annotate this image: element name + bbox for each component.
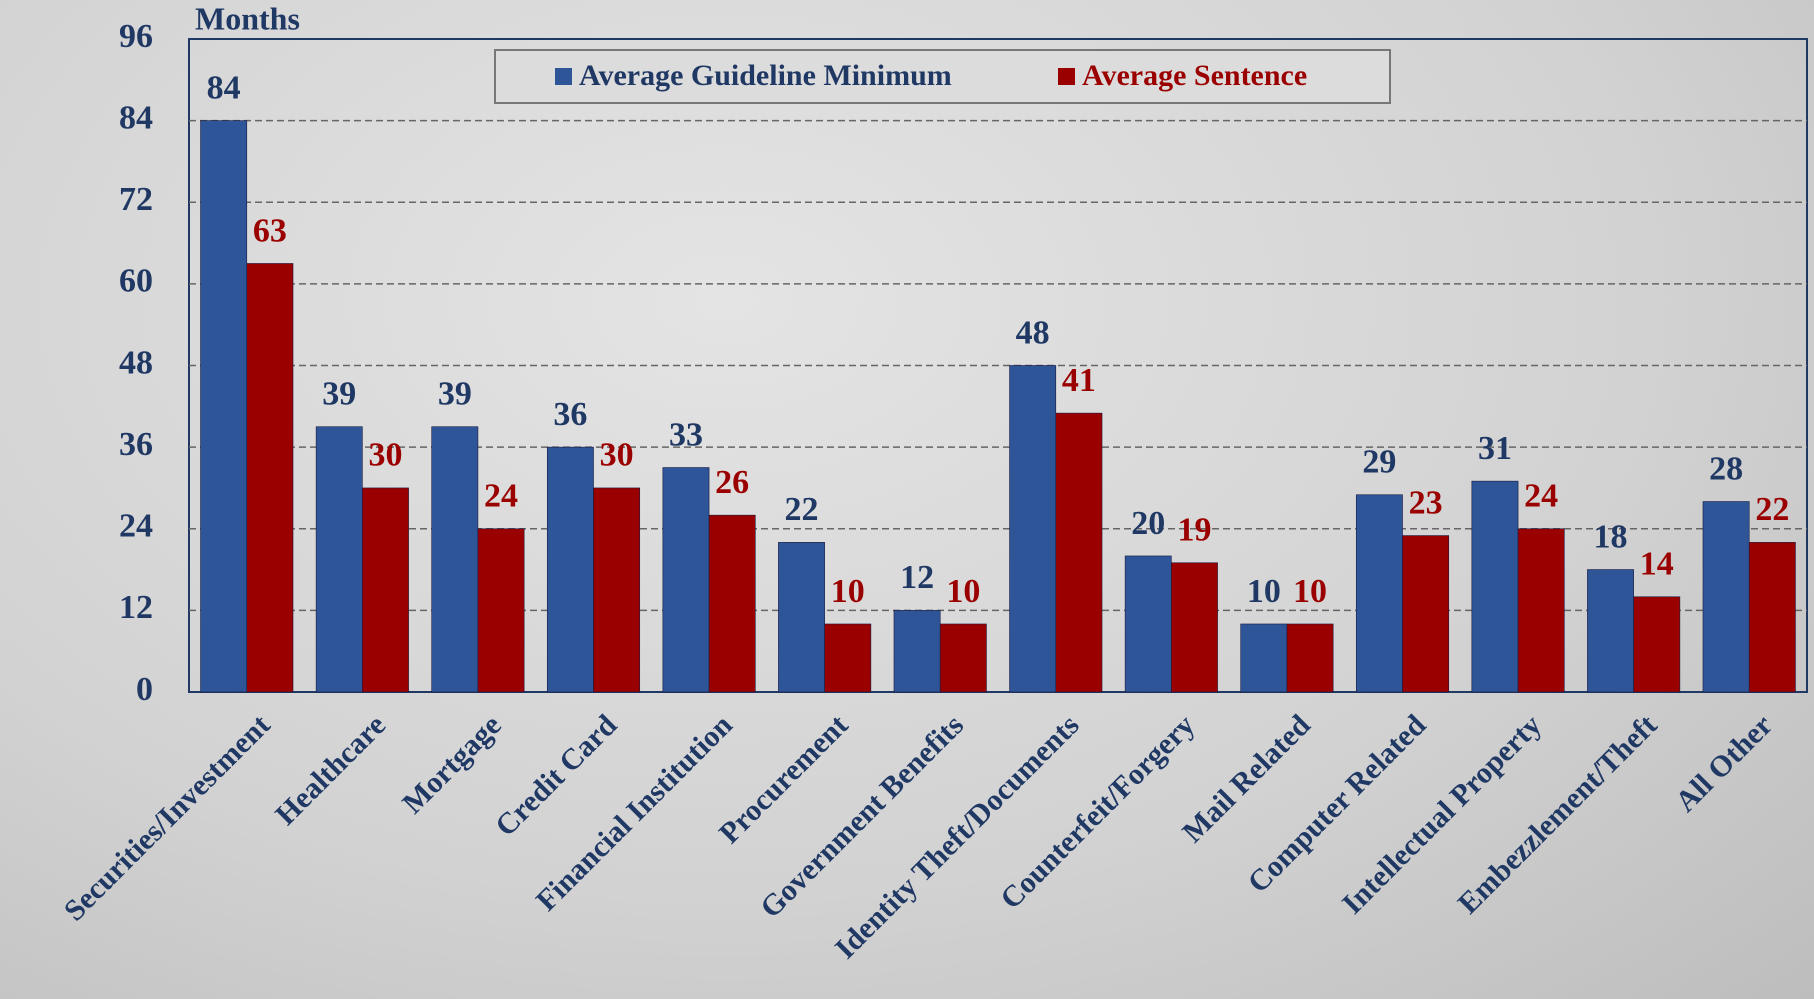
x-tick-label: Financial Institution [530, 708, 739, 917]
data-label: 28 [1709, 450, 1743, 487]
legend-label: Average Sentence [1082, 59, 1307, 92]
data-label: 10 [1293, 573, 1327, 610]
bar [1124, 555, 1172, 693]
bar [362, 487, 409, 693]
bar [1633, 596, 1681, 693]
bar [778, 542, 825, 693]
y-tick-label: 0 [136, 671, 153, 708]
bar [200, 120, 248, 693]
data-label: 20 [1131, 505, 1165, 542]
data-label: 31 [1478, 430, 1512, 467]
y-tick-label: 24 [119, 508, 153, 545]
bar [315, 426, 363, 693]
bar [1517, 528, 1565, 693]
data-label: 14 [1640, 546, 1674, 583]
y-tick-label: 12 [119, 589, 153, 626]
data-label: 22 [1755, 491, 1789, 528]
y-tick-label: 48 [119, 344, 153, 381]
bar [893, 610, 941, 693]
data-label: 36 [553, 396, 587, 433]
y-tick-label: 84 [119, 99, 153, 136]
bar [593, 487, 641, 693]
y-tick-label: 36 [119, 426, 153, 463]
bar [1055, 412, 1103, 693]
y-axis-label: Months [195, 0, 300, 36]
bar [1286, 623, 1334, 693]
data-label: 10 [1247, 573, 1281, 610]
data-label: 19 [1177, 512, 1211, 549]
y-tick-label: 96 [119, 18, 153, 55]
legend-swatch [555, 68, 572, 85]
data-label: 26 [715, 464, 749, 501]
bar [1009, 365, 1057, 693]
bar [1471, 480, 1519, 693]
data-label: 10 [831, 573, 865, 610]
bar [939, 623, 987, 693]
data-label: 29 [1362, 444, 1396, 481]
data-label: 30 [368, 437, 402, 474]
x-tick-label: Counterfeit/Forgery [994, 708, 1201, 915]
data-label: 30 [600, 437, 634, 474]
x-tick-label: Embezzlement/Theft [1452, 708, 1664, 920]
data-label: 24 [484, 478, 518, 515]
legend-label: Average Guideline Minimum [579, 59, 952, 92]
x-tick-label: Intellectual Property [1336, 708, 1548, 920]
legend-swatch [1058, 68, 1075, 85]
data-label: 24 [1524, 478, 1558, 515]
bar [824, 623, 872, 693]
y-tick-label: 72 [119, 181, 153, 218]
data-label: 48 [1016, 314, 1050, 351]
x-tick-label: Securities/Investment [58, 708, 277, 927]
bar [431, 426, 479, 693]
bar [1402, 535, 1450, 693]
bar [662, 467, 710, 693]
data-label: 84 [207, 69, 241, 106]
bar [546, 446, 594, 693]
bar [1355, 494, 1403, 693]
bar [1587, 569, 1634, 693]
legend-box [494, 49, 1391, 104]
data-label: 23 [1409, 484, 1443, 521]
bar [1702, 501, 1750, 693]
data-label: 39 [438, 376, 472, 413]
data-label: 39 [322, 376, 356, 413]
x-tick-label: Mortgage [396, 708, 508, 820]
x-tick-label: Identity Theft/Documents [829, 708, 1086, 965]
data-label: 41 [1062, 362, 1096, 399]
y-tick-label: 60 [119, 263, 153, 300]
bar [708, 514, 756, 693]
bar [246, 263, 294, 693]
x-tick-label: Healthcare [269, 708, 392, 831]
data-label: 18 [1594, 518, 1628, 555]
data-label: 10 [946, 573, 980, 610]
data-label: 63 [253, 212, 287, 249]
x-tick-label: Government Benefits [754, 708, 970, 924]
bar [1240, 623, 1288, 693]
x-tick-label: All Other [1669, 708, 1779, 818]
data-label: 12 [900, 559, 934, 596]
data-label: 22 [785, 491, 819, 528]
bar [477, 528, 525, 693]
data-label: 33 [669, 416, 703, 453]
bar [1748, 542, 1796, 693]
bar [1171, 562, 1218, 693]
